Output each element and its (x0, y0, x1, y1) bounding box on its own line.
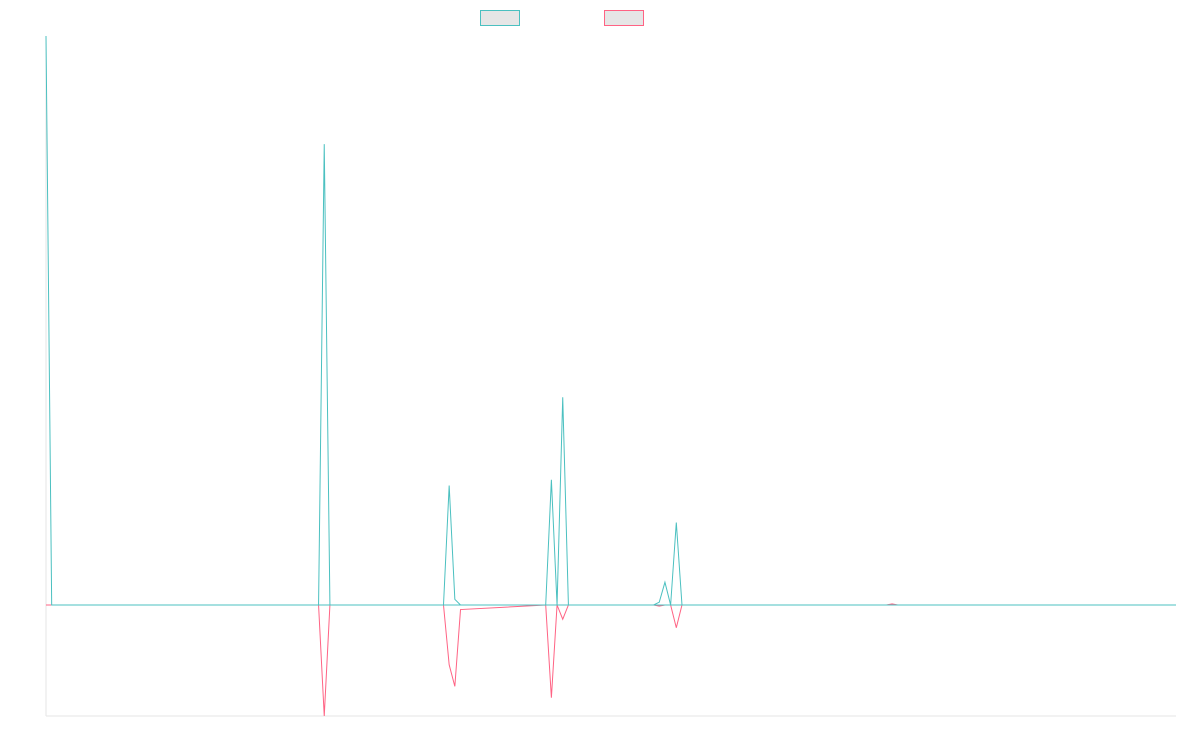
series-line-2 (46, 603, 1176, 717)
legend-swatch-series-1 (480, 10, 520, 26)
legend-item-series-2[interactable] (604, 9, 650, 27)
legend-swatch-series-2 (604, 10, 644, 26)
series-line-1 (45, 35, 1176, 606)
chart-legend (0, 9, 1200, 27)
legend-item-series-1[interactable] (480, 9, 526, 27)
